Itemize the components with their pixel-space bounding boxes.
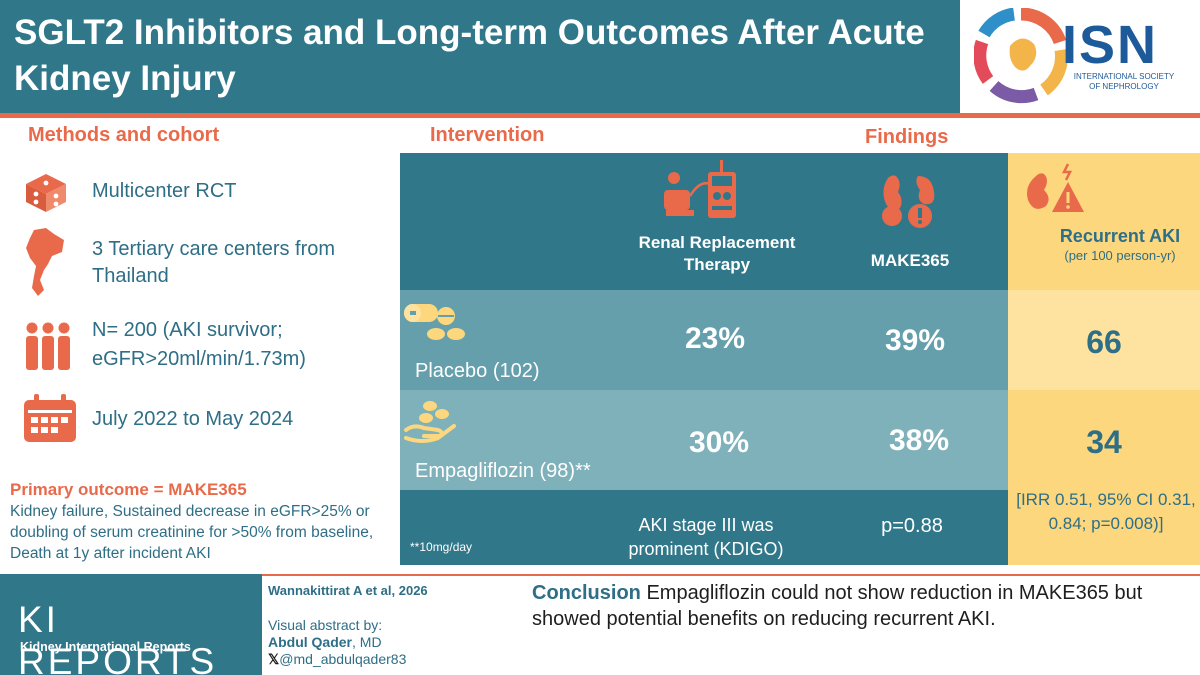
header-divider bbox=[0, 113, 1200, 118]
make-p-value: p=0.88 bbox=[881, 515, 943, 537]
method-text-design: Multicenter RCT bbox=[92, 180, 237, 202]
col-header-rrt: Renal Replacement Therapy bbox=[638, 233, 796, 274]
recurrent-notes-cell bbox=[1008, 490, 1200, 565]
methods-title: Methods and cohort bbox=[28, 124, 220, 146]
x-logo-icon: 𝕏 bbox=[268, 651, 280, 667]
isn-logo: ISN INTERNATIONAL SOCIETY OF NEPHROLOGY bbox=[960, 0, 1200, 113]
findings-row-empagliflozin bbox=[400, 390, 1008, 490]
empagliflozin-make-value: 38% bbox=[888, 424, 950, 457]
journal-name: Kidney International Reports bbox=[20, 640, 191, 654]
calendar-icon bbox=[24, 394, 76, 442]
author-name: Abdul Qader bbox=[268, 634, 353, 650]
method-text-centers: 3 Tertiary care centers from Thailand bbox=[92, 238, 336, 287]
isn-logo-subtitle: INTERNATIONAL SOCIETY OF NEPHROLOGY bbox=[1073, 72, 1175, 91]
placebo-make-value: 39% bbox=[884, 324, 946, 357]
dice-icon bbox=[26, 174, 66, 212]
placebo-recurrent-value: 66 bbox=[1086, 324, 1122, 360]
author-credit: Abdul Qader, MD bbox=[268, 634, 382, 650]
kidney-warning-icon bbox=[882, 175, 935, 228]
conclusion-text: Empagliflozin could not show reduction i… bbox=[532, 582, 1143, 630]
method-text-period: July 2022 to May 2024 bbox=[92, 408, 294, 430]
recurrent-empagliflozin-cell bbox=[1008, 390, 1200, 490]
header-banner: SGLT2 Inhibitors and Long-term Outcomes … bbox=[0, 0, 960, 113]
group-label-empagliflozin: Empagliflozin (98)** bbox=[415, 460, 591, 482]
method-item-period: July 2022 to May 2024 bbox=[18, 394, 398, 446]
journal-logo-text: KI REPORTS bbox=[18, 599, 218, 675]
citation: Wannakittirat A et al, 2026 bbox=[268, 583, 428, 598]
handle-text: @md_abdulqader83 bbox=[279, 651, 407, 667]
visual-abstract-label: Visual abstract by: bbox=[268, 617, 383, 633]
method-item-centers: 3 Tertiary care centers from Thailand bbox=[18, 226, 398, 296]
primary-outcome-definition: Kidney failure, Sustained decrease in eG… bbox=[10, 503, 374, 562]
intervention-title: Intervention bbox=[430, 124, 545, 146]
findings-title: Findings bbox=[865, 126, 949, 148]
placebo-rrt-value: 23% bbox=[684, 322, 746, 355]
recurrent-irr-note: [IRR 0.51, 95% CI 0.31, 0.84; p=0.008)] bbox=[1016, 490, 1196, 533]
page-title: SGLT2 Inhibitors and Long-term Outcomes … bbox=[14, 13, 925, 98]
dose-footnote: **10mg/day bbox=[410, 540, 473, 554]
pills-icon bbox=[404, 304, 465, 340]
group-label-placebo: Placebo (102) bbox=[415, 360, 540, 382]
method-text-sample: N= 200 (AKI survivor; eGFR>20ml/min/1.73… bbox=[92, 319, 306, 370]
method-item-sample: N= 200 (AKI survivor; eGFR>20ml/min/1.73… bbox=[18, 316, 398, 376]
rrt-note: AKI stage III was prominent (KDIGO) bbox=[628, 515, 784, 559]
conclusion-label: Conclusion bbox=[532, 582, 641, 604]
col-header-make: MAKE365 bbox=[870, 251, 950, 270]
recurrent-placebo-cell bbox=[1008, 290, 1200, 390]
isn-ring-icon bbox=[974, 8, 1068, 104]
col-header-recurrent-unit: (per 100 person-yr) bbox=[1064, 248, 1176, 263]
recurrent-aki-icon bbox=[1027, 163, 1084, 212]
empagliflozin-rrt-value: 30% bbox=[688, 426, 750, 459]
dialysis-machine-icon bbox=[664, 160, 736, 218]
footer-divider bbox=[262, 574, 1200, 576]
col-header-recurrent: Recurrent AKI bbox=[1059, 226, 1181, 246]
author-handle: 𝕏@md_abdulqader83 bbox=[268, 651, 406, 668]
hand-pills-icon bbox=[404, 401, 456, 443]
ki-reports-logo: KI REPORTS Kidney International Reports bbox=[0, 574, 262, 675]
findings-row-placebo bbox=[400, 290, 1008, 390]
findings-notes-row bbox=[400, 490, 1008, 565]
isn-logo-text: ISN bbox=[1062, 15, 1159, 75]
conclusion-block: Conclusion Empagliflozin could not show … bbox=[532, 580, 1197, 632]
people-icon bbox=[26, 322, 70, 370]
author-suffix: , MD bbox=[352, 634, 382, 650]
method-item-design: Multicenter RCT bbox=[18, 168, 398, 218]
thailand-map-icon bbox=[26, 228, 64, 296]
empagliflozin-recurrent-value: 34 bbox=[1086, 424, 1122, 460]
primary-outcome-title: Primary outcome = MAKE365 bbox=[10, 480, 247, 499]
findings-header-row bbox=[400, 153, 1008, 290]
